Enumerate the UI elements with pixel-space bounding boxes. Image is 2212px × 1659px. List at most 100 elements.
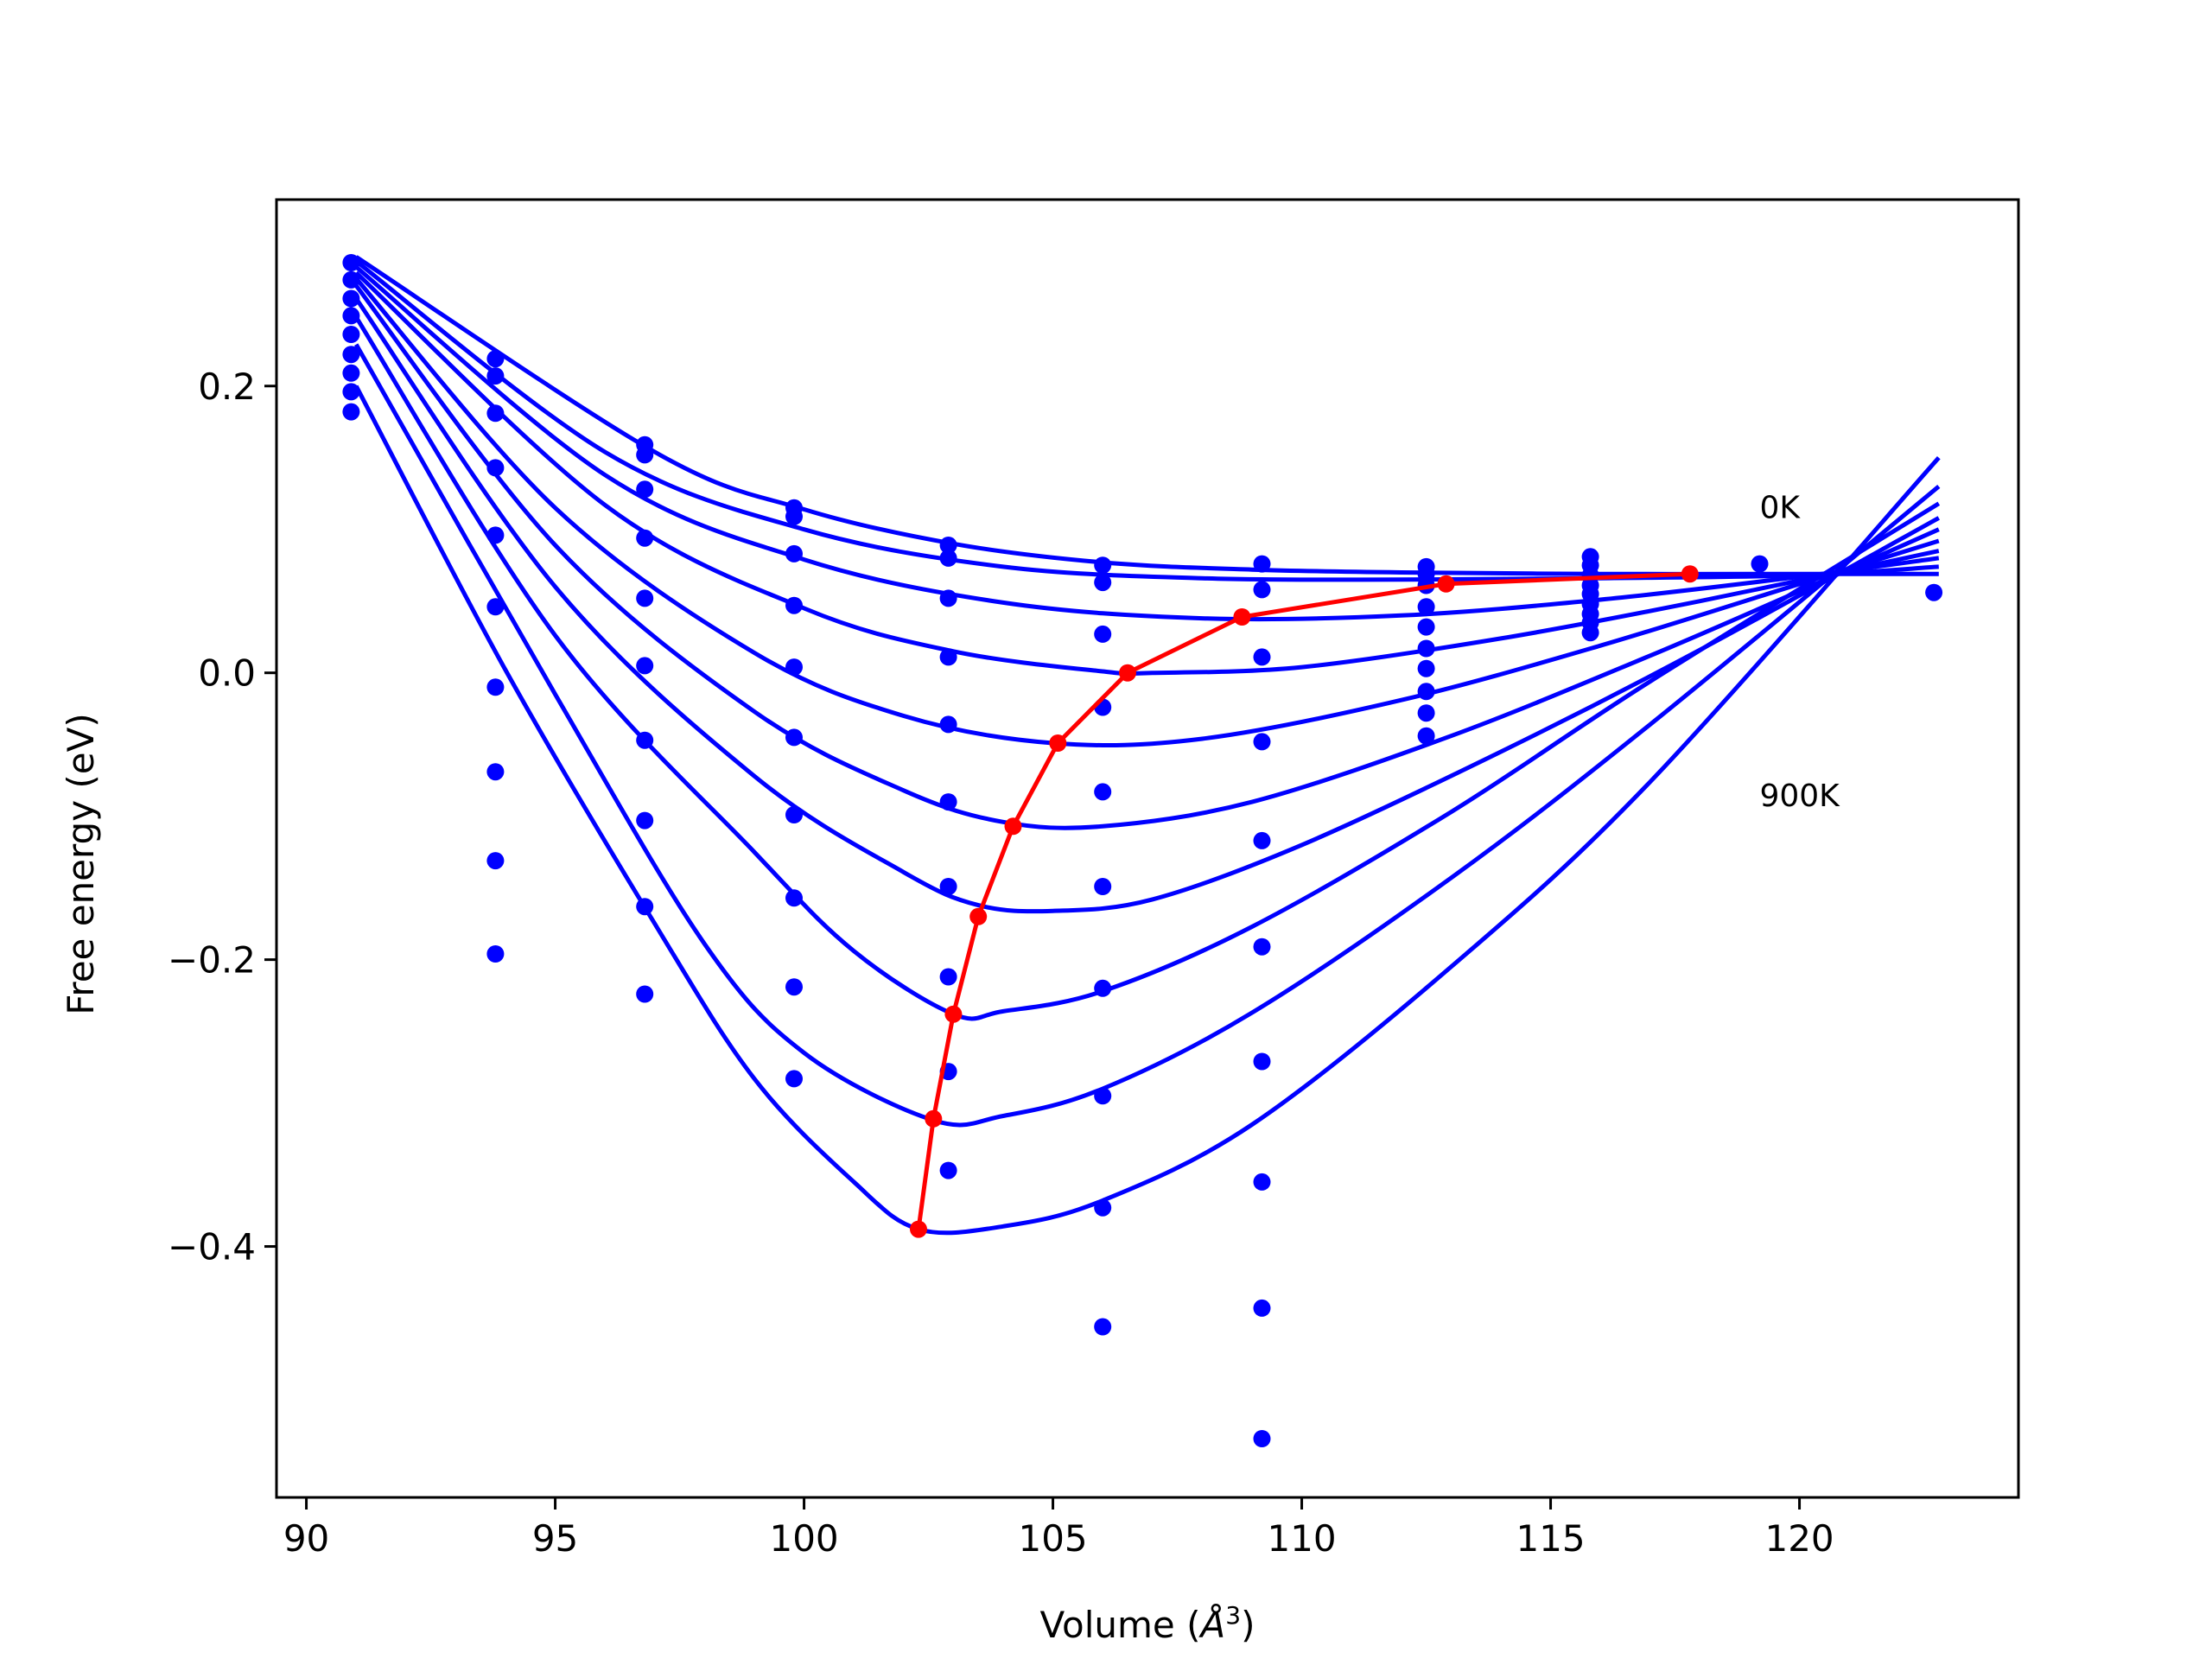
x-tick-label: 115 [1516,1517,1585,1560]
data-point-64 [1253,938,1271,956]
minimum-point-5 [1004,817,1022,836]
data-point-43 [939,715,957,734]
data-point-74 [1417,639,1435,658]
data-point-18 [486,945,505,963]
data-point-37 [785,978,803,996]
data-point-46 [939,968,957,986]
fit-curve-8 [354,343,1941,1128]
data-point-72 [1417,598,1435,616]
y-tick-label: −0.2 [168,939,256,982]
minima-group [910,565,1699,1238]
data-point-44 [939,793,957,811]
data-point-67 [1253,1299,1271,1317]
x-tick-label: 105 [1018,1517,1087,1560]
data-point-10 [486,367,505,385]
annotation-label-1: 900K [1759,779,1840,814]
data-point-56 [1094,1087,1112,1105]
data-point-76 [1417,683,1435,701]
data-point-55 [1094,979,1112,997]
data-point-3 [342,307,360,325]
data-point-66 [1253,1173,1271,1191]
data-point-88 [1751,555,1769,573]
plot-frame [275,198,2020,1499]
data-point-32 [785,596,803,614]
data-point-40 [939,549,957,567]
minimum-point-3 [1119,664,1136,682]
minimum-point-9 [910,1220,927,1238]
data-point-42 [939,648,957,666]
data-point-38 [785,1070,803,1088]
y-axis: −0.4 −0.2 0.0 0.2 [168,365,276,1268]
minimum-point-1 [1437,575,1455,593]
data-point-5 [342,346,360,364]
data-point-24 [636,657,654,675]
data-point-48 [939,1161,957,1179]
data-point-49 [1094,556,1112,575]
data-point-53 [1094,783,1112,801]
minimum-point-4 [1049,734,1067,752]
data-point-4 [342,326,360,343]
data-point-35 [785,806,803,823]
data-point-17 [486,852,505,870]
data-point-36 [785,889,803,907]
data-point-54 [1094,878,1112,895]
y-tick-label: 0.2 [198,365,256,408]
data-point-7 [342,383,360,401]
data-point-22 [636,529,654,547]
fit-curve-6 [354,297,1941,914]
data-point-60 [1253,581,1271,599]
x-tick-label: 95 [532,1517,578,1560]
y-axis-title: Free energy (eV) [60,713,102,1015]
data-point-73 [1417,618,1435,636]
data-point-31 [785,544,803,563]
data-point-1 [342,270,360,289]
fit-curve-4 [354,276,1940,748]
data-point-16 [486,763,505,781]
x-axis: 90 95 100 105 110 115 120 [283,1497,1834,1560]
data-point-14 [486,598,505,616]
data-point-30 [785,507,803,525]
data-point-9 [486,350,505,368]
data-point-2 [342,289,360,308]
data-point-62 [1253,733,1271,751]
data-point-75 [1417,659,1435,677]
data-point-63 [1253,831,1271,849]
x-axis-title-unit: Å [1198,1603,1226,1646]
minimum-point-6 [969,907,988,925]
data-point-89 [1925,583,1943,601]
data-point-8 [342,403,360,421]
x-tick-label: 110 [1267,1517,1336,1560]
minimum-point-2 [1233,608,1251,626]
data-point-39 [939,537,957,554]
data-point-28 [636,985,654,1003]
data-point-87 [1581,624,1599,642]
data-point-23 [636,589,654,607]
data-point-13 [486,526,505,544]
annotation-group: 0K 900K [1759,490,1840,814]
minimum-point-0 [1681,565,1699,583]
data-point-65 [1253,1052,1271,1071]
fit-curve-9 [353,385,1941,1236]
x-axis-title-prefix: Volume ( [1040,1604,1201,1646]
x-tick-label: 100 [769,1517,838,1560]
x-axis-title-exponent: 3 [1225,1601,1241,1630]
annotation-label-0: 0K [1759,490,1801,525]
data-point-15 [486,678,505,696]
x-axis-title-suffix: ) [1241,1604,1255,1646]
data-point-57 [1094,1198,1112,1217]
data-point-50 [1094,574,1112,592]
scatter-group [342,254,1943,1447]
data-point-21 [636,480,654,499]
data-point-25 [636,731,654,749]
minimum-line [916,571,1690,1230]
data-point-20 [636,446,654,464]
minimum-point-7 [944,1005,963,1023]
data-point-77 [1417,704,1435,722]
data-point-58 [1094,1318,1112,1336]
data-point-78 [1417,727,1435,745]
data-point-0 [342,254,360,271]
data-point-33 [785,658,803,677]
data-point-34 [785,728,803,747]
